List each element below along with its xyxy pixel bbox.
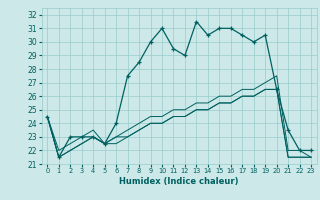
X-axis label: Humidex (Indice chaleur): Humidex (Indice chaleur) [119,177,239,186]
